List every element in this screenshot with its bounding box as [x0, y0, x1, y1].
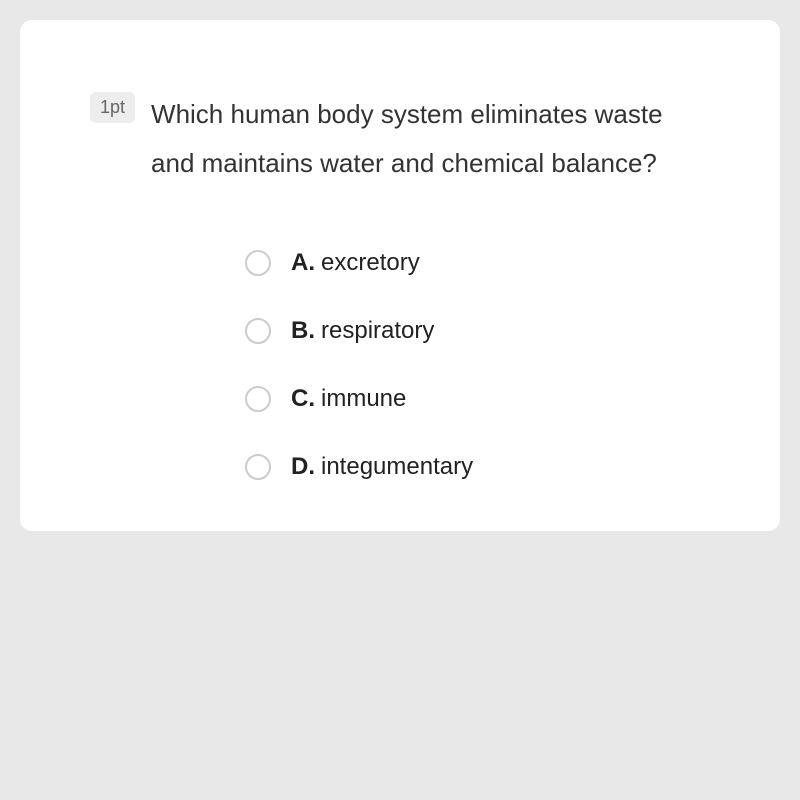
- radio-icon: [245, 386, 271, 412]
- option-text: integumentary: [321, 453, 473, 480]
- option-label: B.respiratory: [291, 317, 434, 345]
- option-label: D.integumentary: [291, 453, 473, 481]
- option-letter: D.: [291, 453, 315, 480]
- option-a[interactable]: A.excretory: [245, 249, 710, 277]
- option-letter: B.: [291, 317, 315, 344]
- radio-icon: [245, 454, 271, 480]
- option-text: immune: [321, 385, 406, 412]
- option-text: excretory: [321, 249, 420, 276]
- question-header: 1pt Which human body system eliminates w…: [90, 90, 710, 189]
- option-letter: C.: [291, 385, 315, 412]
- option-label: C.immune: [291, 385, 406, 413]
- option-text: respiratory: [321, 317, 434, 344]
- question-text: Which human body system eliminates waste…: [151, 90, 710, 189]
- options-list: A.excretory B.respiratory C.immune D.int…: [90, 249, 710, 481]
- question-card: 1pt Which human body system eliminates w…: [20, 20, 780, 531]
- radio-icon: [245, 250, 271, 276]
- option-b[interactable]: B.respiratory: [245, 317, 710, 345]
- points-badge: 1pt: [90, 92, 135, 123]
- option-label: A.excretory: [291, 249, 420, 277]
- option-c[interactable]: C.immune: [245, 385, 710, 413]
- option-d[interactable]: D.integumentary: [245, 453, 710, 481]
- option-letter: A.: [291, 249, 315, 276]
- radio-icon: [245, 318, 271, 344]
